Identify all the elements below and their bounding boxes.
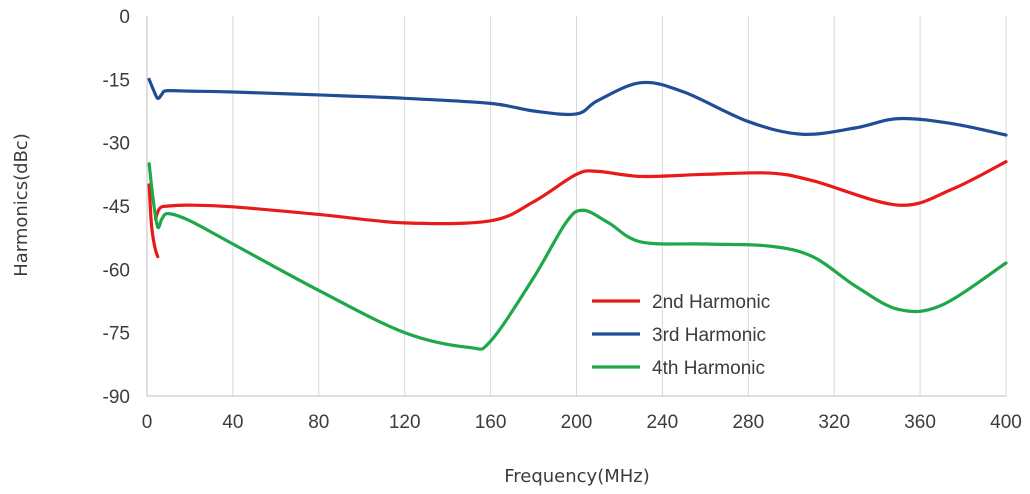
y-tick-label: -75	[103, 324, 130, 345]
legend: 2nd Harmonic 3rd Harmonic 4th Harmonic	[592, 292, 770, 379]
x-tick-label: 320	[818, 412, 850, 433]
y-tick-label: 0	[119, 7, 130, 28]
y-tick-label: -45	[103, 197, 130, 218]
y-tick-label: -60	[103, 260, 130, 281]
x-tick-label: 160	[475, 412, 507, 433]
x-tick-label: 120	[389, 412, 421, 433]
x-tick-label: 280	[732, 412, 764, 433]
y-axis-title: Harmonics(dBc)	[11, 133, 32, 277]
legend-label-4th-harmonic: 4th Harmonic	[652, 358, 765, 379]
legend-label-3rd-harmonic: 3rd Harmonic	[652, 325, 766, 346]
x-tick-label: 80	[308, 412, 329, 433]
x-tick-label: 0	[142, 412, 153, 433]
grid-layer	[146, 16, 1007, 397]
tick-labels: 0 40 80 120 160 200 240 280 320 360 400 0 -15 -30 -45 -…	[103, 7, 1022, 433]
legend-label-2nd-harmonic: 2nd Harmonic	[652, 292, 770, 313]
x-axis-title: Frequency(MHz)	[504, 466, 650, 487]
series-line-2nd-harmonic-1	[153, 160, 1008, 226]
x-tick-label: 360	[904, 412, 936, 433]
y-tick-label: -30	[103, 134, 130, 155]
x-tick-label: 400	[990, 412, 1022, 433]
series-line-4th-harmonic-0	[147, 162, 1008, 351]
series-layer	[147, 77, 1008, 351]
series-line-2nd-harmonic-0	[147, 183, 160, 259]
x-tick-label: 200	[561, 412, 593, 433]
y-tick-label: -15	[103, 70, 130, 91]
x-tick-label: 40	[222, 412, 243, 433]
x-tick-label: 240	[647, 412, 679, 433]
y-tick-label: -90	[103, 387, 130, 408]
series-line-3rd-harmonic-0	[147, 77, 1008, 137]
